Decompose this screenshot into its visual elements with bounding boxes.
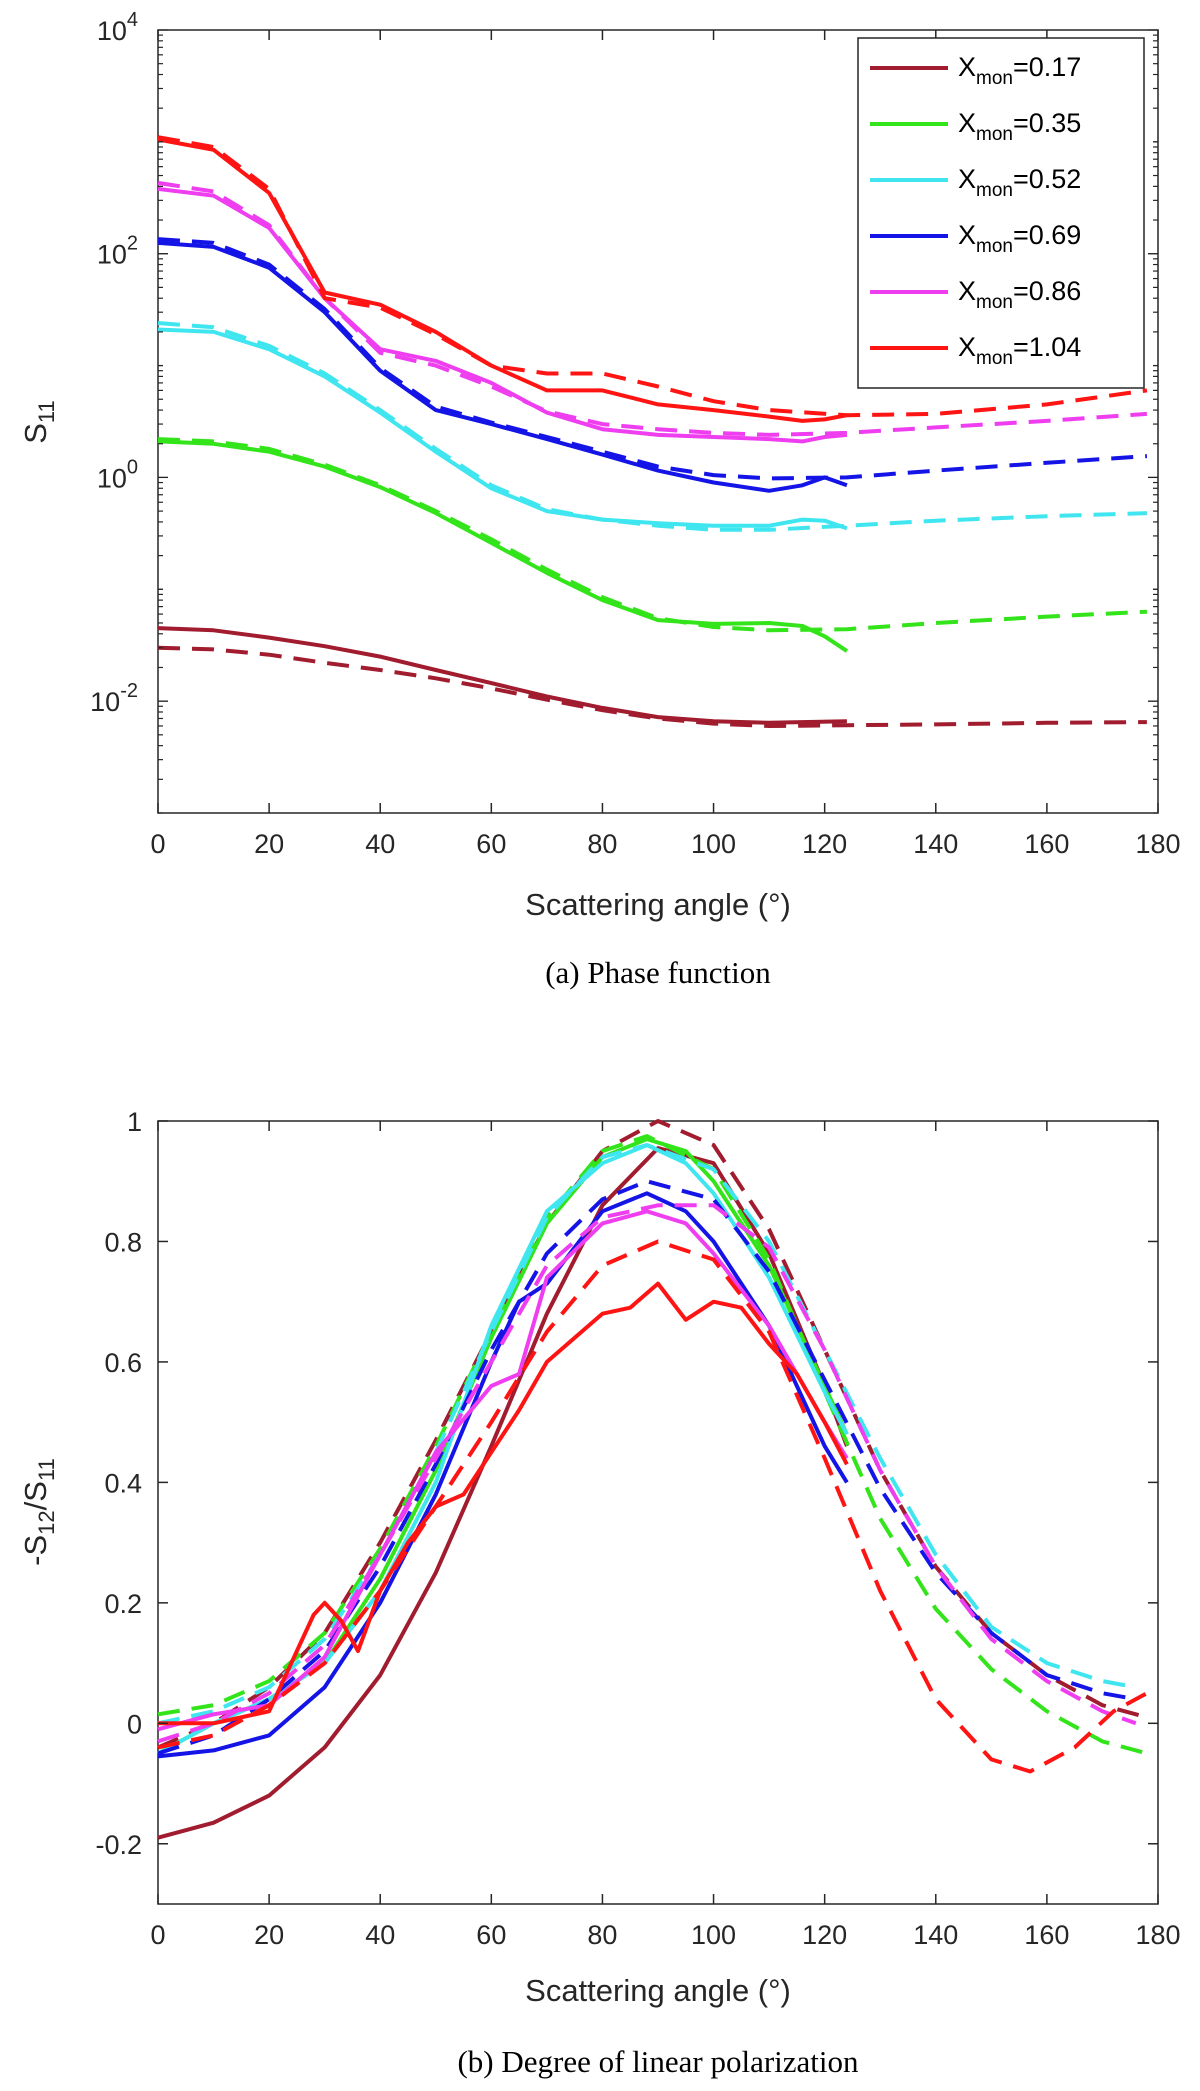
series-line-b-0 — [157, 1146, 849, 1840]
x-tick-label: 120 — [802, 829, 847, 859]
y-tick-label: 104 — [97, 9, 138, 46]
ylabel-a: S11 — [18, 400, 59, 444]
x-tick-label: 40 — [365, 1920, 395, 1950]
x-tick-label: 0 — [150, 829, 165, 859]
series-line-b-11 — [157, 1239, 1148, 1774]
plot-area-b — [157, 1120, 1159, 1905]
series-line-a-6 — [157, 240, 848, 493]
x-tick-label: 100 — [691, 1920, 736, 1950]
xlabel-a: Scattering angle (°) — [525, 887, 791, 922]
series-line-a-4 — [157, 327, 848, 531]
series-line-b-9 — [157, 1203, 1137, 1744]
y-tick-label: 1 — [127, 1107, 142, 1137]
series-line-a-9 — [157, 180, 1148, 437]
x-tick-label: 120 — [802, 1920, 847, 1950]
y-tick-label: 10-2 — [90, 680, 138, 717]
legend-entry: Xmon=0.35 — [958, 108, 1081, 145]
x-tick-label: 160 — [1024, 1920, 1069, 1950]
legend-box — [857, 37, 1145, 389]
series-line-a-1 — [157, 645, 1147, 728]
y-tick-label: 0.8 — [104, 1227, 142, 1257]
y-tick-label: 0.4 — [104, 1468, 142, 1498]
x-tick-label: 180 — [1135, 829, 1180, 859]
legend-entry: Xmon=0.52 — [958, 164, 1081, 201]
x-tick-label: 80 — [587, 1920, 617, 1950]
axes-b: 0 20 40 60 80 100 120 140 160 180 -0.2 0 0.2 0.4 0.6 0.… — [95, 1107, 1180, 1950]
series-line-a-10 — [157, 137, 848, 423]
series-line-b-3 — [157, 1134, 1148, 1756]
legend-entry: Xmon=0.69 — [958, 220, 1081, 257]
y-tick-label: 102 — [97, 233, 138, 270]
series-group-a — [157, 135, 1148, 728]
x-tick-label: 80 — [587, 829, 617, 859]
x-tick-label: 40 — [365, 829, 395, 859]
legend: Xmon=0.17 Xmon=0.35 Xmon=0.52 Xmon=0.69 Xmon… — [857, 37, 1145, 389]
series-group-b — [157, 1119, 1148, 1840]
y-tick-label: -0.2 — [95, 1830, 142, 1860]
axes-a: 0 20 40 60 80 100 120 140 160 180 10-2 100 102 104 — [90, 9, 1180, 859]
x-tick-label: 100 — [691, 829, 736, 859]
x-tick-label: 60 — [476, 829, 506, 859]
caption-b: (b) Degree of linear polarization — [457, 2044, 859, 2079]
x-tick-label: 20 — [254, 829, 284, 859]
y-tick-label: 0.2 — [104, 1589, 142, 1619]
x-tick-label: 180 — [1135, 1920, 1180, 1950]
linear-polarization-panel: 0 20 40 60 80 100 120 140 160 180 -0.2 0 0.2 0.4 0.6 0.… — [18, 1107, 1181, 2079]
series-line-a-7 — [157, 237, 1148, 481]
series-line-a-0 — [157, 626, 847, 725]
series-line-b-7 — [157, 1179, 1137, 1756]
series-line-a-2 — [157, 439, 849, 653]
y-tick-label: 0.6 — [104, 1348, 142, 1378]
x-tick-label: 20 — [254, 1920, 284, 1950]
series-line-b-8 — [157, 1209, 849, 1732]
phase-function-panel: 0 20 40 60 80 100 120 140 160 180 10-2 100 102 104 Xm… — [18, 9, 1181, 990]
x-tick-label: 140 — [913, 829, 958, 859]
legend-entry: Xmon=0.86 — [958, 276, 1081, 313]
y-tick-label: 100 — [97, 456, 138, 493]
y-tick-label: 0 — [127, 1709, 142, 1739]
series-line-b-5 — [157, 1143, 1137, 1726]
series-line-a-3 — [157, 437, 1147, 633]
series-line-b-10 — [158, 1281, 849, 1726]
caption-a: (a) Phase function — [545, 955, 771, 990]
xlabel-b: Scattering angle (°) — [525, 1973, 791, 2008]
legend-entry: Xmon=0.17 — [958, 52, 1081, 89]
series-line-a-5 — [157, 321, 1147, 532]
series-line-b-6 — [157, 1191, 849, 1759]
x-tick-label: 60 — [476, 1920, 506, 1950]
x-tick-label: 0 — [150, 1920, 165, 1950]
ylabel-b: -S12/S11 — [18, 1458, 59, 1566]
legend-entry: Xmon=1.04 — [958, 332, 1081, 369]
series-line-a-11 — [157, 135, 1148, 418]
x-tick-label: 160 — [1024, 829, 1069, 859]
x-tick-label: 140 — [913, 1920, 958, 1950]
